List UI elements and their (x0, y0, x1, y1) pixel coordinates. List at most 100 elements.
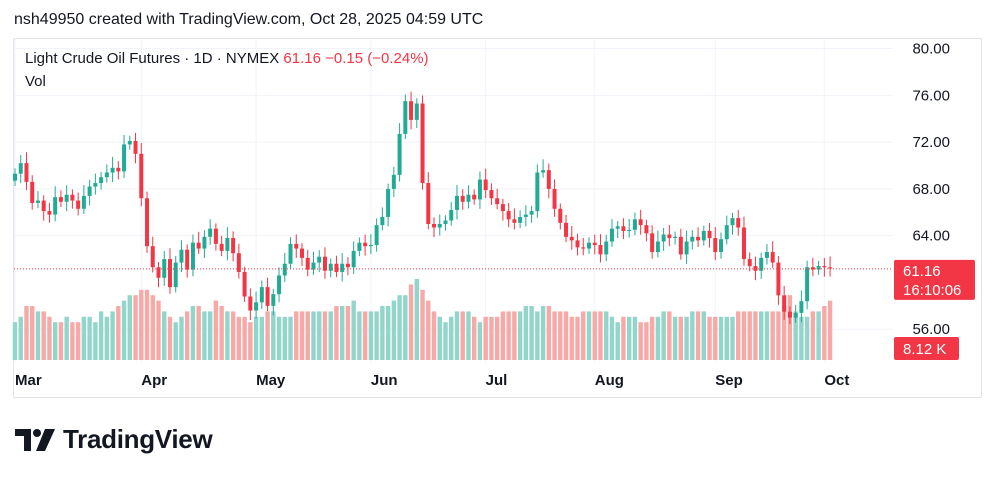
candle-body (219, 243, 224, 251)
candle-body (828, 267, 833, 269)
volume-bar (299, 311, 305, 360)
volume-bar (420, 289, 425, 360)
volume-bar (707, 316, 712, 360)
candle-body (242, 271, 247, 297)
candle-body (386, 188, 391, 217)
volume-label-value: 8.12 K (903, 341, 946, 358)
volume-bar (156, 300, 161, 360)
candle-body (277, 275, 282, 295)
candle-body (523, 214, 528, 217)
candle-body (759, 257, 764, 271)
volume-bar (259, 316, 265, 360)
volume-bar (380, 306, 385, 360)
candle-body (213, 228, 218, 244)
candle-body (328, 263, 333, 271)
volume-bar (121, 300, 127, 360)
candle-body (414, 103, 419, 120)
volume-bar (328, 311, 333, 360)
candle-body (64, 194, 69, 202)
candle-body (644, 225, 649, 234)
volume-bar (684, 316, 689, 360)
chart-attribution: nsh49950 created with TradingView.com, O… (14, 11, 484, 28)
y-tick-label: 72.00 (912, 134, 950, 151)
volume-bar (185, 311, 190, 360)
candle-body (363, 242, 368, 247)
candle-body (609, 228, 614, 242)
candle-body (673, 236, 678, 239)
candle-body (512, 219, 517, 223)
candle-body (179, 249, 184, 263)
volume-bar (414, 279, 419, 360)
candle-body (133, 140, 138, 154)
candle-body (271, 294, 276, 306)
volume-bar (150, 295, 155, 360)
candle-body (454, 195, 459, 210)
volume-bar (47, 316, 52, 360)
volume-bar (322, 311, 328, 360)
volume-bar (466, 311, 471, 360)
volume-bar (713, 316, 718, 360)
x-tick-label: Mar (15, 372, 42, 389)
candle-body (351, 250, 356, 268)
volume-bar (730, 316, 735, 360)
y-tick-label: 56.00 (912, 321, 950, 338)
candle-body (741, 227, 746, 260)
volume-bar (276, 316, 282, 360)
candle-body (575, 240, 580, 248)
volume-bar (621, 316, 626, 360)
candle-body (81, 195, 86, 209)
candle-body (374, 225, 379, 246)
candle-body (403, 101, 408, 134)
candle-body (110, 167, 115, 173)
volume-bar (661, 311, 666, 360)
candle-body (724, 225, 729, 240)
candle-body (678, 236, 683, 255)
candle-body (35, 200, 40, 203)
volume-bar (294, 311, 299, 360)
volume-bar (167, 316, 173, 360)
volume-bar (781, 306, 787, 360)
volume-bar (230, 311, 236, 360)
candle-body (518, 216, 523, 223)
candle-body (185, 249, 190, 270)
volume-bar (741, 311, 747, 360)
candle-body (190, 242, 195, 270)
volume-bar (678, 316, 684, 360)
volume-bar (747, 311, 752, 360)
volume-bar (759, 311, 764, 360)
candle-body (409, 101, 414, 120)
candle-body (730, 218, 735, 226)
volume-bar (558, 311, 563, 360)
candle-body (655, 241, 660, 253)
candle-body (799, 301, 804, 313)
volume-bar (592, 311, 597, 360)
volume-bar (98, 311, 104, 360)
candle-body (104, 172, 109, 178)
volume-bar (799, 316, 804, 360)
chart-frame[interactable] (13, 38, 982, 398)
candle-body (822, 266, 827, 268)
candle-body (357, 242, 362, 251)
tradingview-logo-text: TradingView (63, 424, 213, 454)
candle-body (300, 248, 304, 258)
candle-body (420, 103, 425, 184)
candle-body (558, 208, 563, 223)
volume-bar (374, 311, 379, 360)
volume-bar (540, 306, 546, 360)
candle-body (432, 223, 437, 228)
tradingview-logo-icon (15, 428, 55, 451)
candle-body (426, 183, 431, 224)
volume-bar (202, 311, 207, 360)
tradingview-logo[interactable]: TradingView (15, 424, 213, 455)
volume-bar (64, 316, 69, 360)
candle-body (650, 233, 655, 253)
volume-bar (391, 300, 397, 360)
candle-body (632, 219, 637, 230)
candle-body (598, 245, 603, 255)
y-tick-label: 80.00 (912, 41, 950, 58)
candle-body (495, 198, 500, 205)
y-tick-label: 76.00 (912, 87, 950, 104)
candle-body (592, 242, 597, 246)
volume-bar (41, 311, 46, 360)
